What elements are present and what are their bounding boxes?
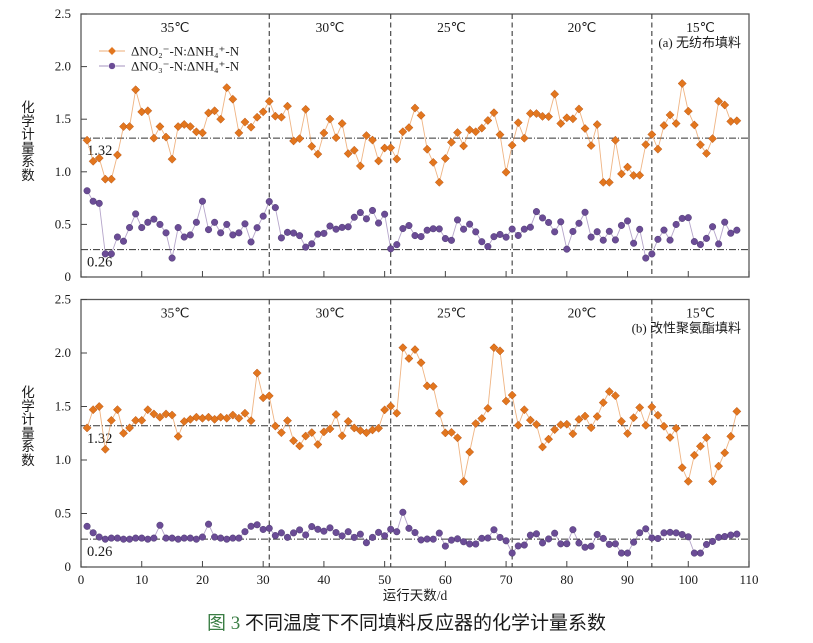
svg-text:2.0: 2.0 (55, 345, 71, 360)
svg-text:25℃: 25℃ (437, 306, 466, 321)
svg-text:ΔNO₃⁻-N:ΔNH₄⁺-N: ΔNO₃⁻-N:ΔNH₄⁺-N (131, 59, 240, 74)
svg-text:2.5: 2.5 (55, 292, 71, 307)
svg-text:1.5: 1.5 (55, 111, 71, 126)
svg-text:15℃: 15℃ (686, 20, 715, 35)
svg-text:2.0: 2.0 (55, 59, 71, 74)
svg-text:(b) 改性聚氨酯填料: (b) 改性聚氨酯填料 (632, 321, 741, 336)
svg-text:20℃: 20℃ (568, 20, 597, 35)
svg-text:30℃: 30℃ (316, 20, 345, 35)
svg-text:25℃: 25℃ (437, 20, 466, 35)
svg-text:1.0: 1.0 (55, 452, 71, 467)
svg-text:30℃: 30℃ (316, 306, 345, 321)
svg-text:0.5: 0.5 (55, 506, 71, 521)
svg-text:15℃: 15℃ (686, 306, 715, 321)
svg-text:35℃: 35℃ (161, 306, 190, 321)
svg-text:(a) 无纺布填料: (a) 无纺布填料 (658, 35, 741, 50)
svg-text:1.5: 1.5 (55, 399, 71, 414)
svg-text:1.0: 1.0 (55, 164, 71, 179)
svg-text:0: 0 (65, 559, 72, 574)
svg-text:0.26: 0.26 (87, 544, 112, 560)
svg-text:2.5: 2.5 (55, 6, 71, 21)
svg-text:0.26: 0.26 (87, 255, 112, 271)
svg-text:20℃: 20℃ (568, 306, 597, 321)
svg-text:0: 0 (65, 269, 72, 284)
svg-text:0.5: 0.5 (55, 216, 71, 231)
svg-text:35℃: 35℃ (161, 20, 190, 35)
svg-text:ΔNO₂⁻-N:ΔNH₄⁺-N: ΔNO₂⁻-N:ΔNH₄⁺-N (131, 44, 240, 59)
